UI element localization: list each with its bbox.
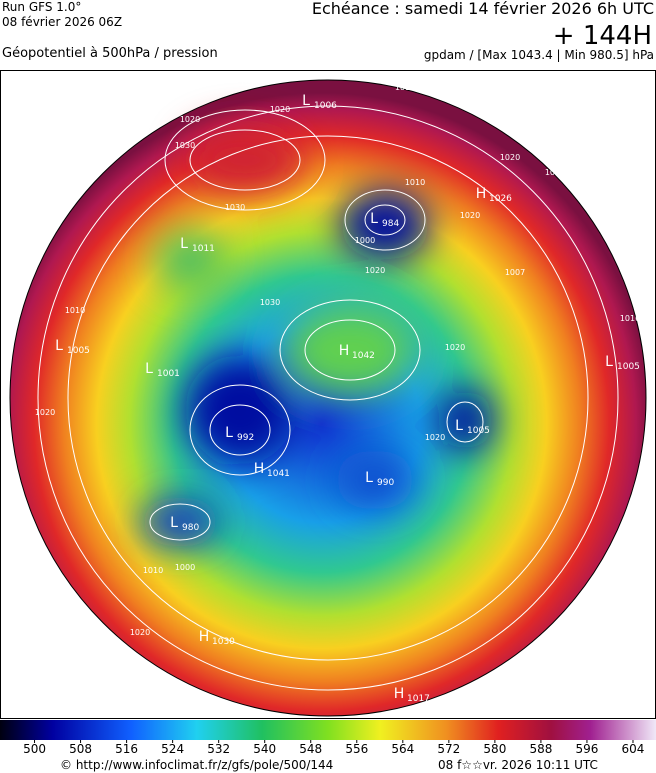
colorbar-tick-label: 596: [575, 742, 598, 756]
colorbar-tick-label: 532: [207, 742, 230, 756]
isobar-label: 1020: [445, 343, 465, 352]
center-type: H: [254, 461, 265, 477]
colorbar-tick-label: 500: [23, 742, 46, 756]
isobar-label: 1010: [405, 178, 425, 187]
colorbar-ticks: 500 508 516 524 532 540 548 556 564 572 580 588 596 6…: [23, 740, 644, 756]
isobar-labels: 1010 1010 1020 1020 1030 1030 1010 1020 1000 1020…: [35, 78, 640, 637]
center-type: L: [170, 515, 178, 531]
center-value: 1041: [267, 469, 290, 479]
colorbar-tick-label: 564: [391, 742, 414, 756]
units: gpdam / [Max 1043.4 | Min 980.5] hPa: [424, 48, 654, 62]
run-date: 08 février 2026 06Z: [2, 15, 122, 29]
isobar-label: 1020: [180, 115, 200, 124]
field-blobs: [140, 125, 493, 547]
isobar-label: 1020: [460, 211, 480, 220]
center-type: L: [605, 354, 613, 370]
center-value: 1005: [67, 346, 90, 356]
colorbar-tick-label: 548: [299, 742, 322, 756]
isobar-label: 1030: [225, 203, 245, 212]
colorbar-tick-label: 556: [345, 742, 368, 756]
isobar-label: 1007: [505, 268, 525, 277]
isobar-label: 1010: [65, 306, 85, 315]
colorbar-tick-label: 580: [483, 742, 506, 756]
isobar-label: 1020: [270, 105, 290, 114]
center-value: 1005: [467, 426, 490, 436]
colorbar-tick-label: 524: [161, 742, 184, 756]
isobars: [37, 105, 619, 691]
center-value: 1026: [489, 194, 512, 204]
source: © http://www.infoclimat.fr/z/gfs/pole/50…: [60, 758, 333, 772]
center-value: 980: [182, 523, 199, 533]
isobar-label: 1010: [395, 83, 415, 92]
colorbar-tick-label: 516: [115, 742, 138, 756]
center-type: H: [199, 629, 210, 645]
map: [9, 79, 647, 717]
center-type: L: [55, 338, 63, 354]
isobar-label: 1020: [35, 408, 55, 417]
colorbar-tick-label: 540: [253, 742, 276, 756]
isobar-label: 1000: [175, 563, 195, 572]
center-value: 1042: [352, 351, 375, 361]
colorbar: [0, 720, 656, 740]
isobar-label: 1010: [143, 566, 163, 575]
lead-time: + 144H: [553, 21, 652, 51]
center-type: L: [145, 361, 153, 377]
center-value: 1017: [407, 694, 430, 704]
center-type: L: [370, 211, 378, 227]
isobar-label: 1030: [260, 298, 280, 307]
colorbar-tick-label: 588: [529, 742, 552, 756]
isobar-label: 1020: [500, 153, 520, 162]
center-type: L: [225, 425, 233, 441]
center-value: 1011: [192, 244, 215, 254]
run: Run GFS 1.0°: [2, 0, 81, 14]
center-value: 1005: [617, 362, 640, 372]
center-type: H: [394, 686, 405, 702]
center-type: H: [476, 186, 487, 202]
center-value: 1030: [212, 637, 235, 647]
isobar-label: 1030: [175, 141, 195, 150]
colorbar-tick-label: 572: [437, 742, 460, 756]
center-value: 992: [237, 433, 254, 443]
center-type: L: [180, 236, 188, 252]
center-value: 990: [377, 478, 394, 488]
isobar-label: 1010: [620, 314, 640, 323]
isobar-label: 1010: [545, 168, 565, 177]
center-type: L: [365, 470, 373, 486]
colorbar-tick-label: 508: [69, 742, 92, 756]
center-value: 1001: [157, 369, 180, 379]
isobar-label: 1020: [425, 433, 445, 442]
center-value: 984: [382, 219, 399, 229]
isobar-label: 1000: [355, 236, 375, 245]
isobar-label: 1020: [130, 628, 150, 637]
center-type: H: [339, 343, 350, 359]
isobar-label: 1010: [240, 78, 260, 87]
colorbar-tick-label: 604: [622, 742, 645, 756]
center-type: L: [302, 93, 310, 109]
field: Géopotentiel à 500hPa / pression: [2, 46, 218, 61]
generated: 08 f☆☆vr. 2026 10:11 UTC: [438, 758, 598, 772]
center-type: L: [455, 418, 463, 434]
center-value: 1006: [314, 101, 337, 111]
isobar-label: 1020: [365, 266, 385, 275]
echeance: Echéance : samedi 14 février 2026 6h UTC: [312, 0, 654, 18]
